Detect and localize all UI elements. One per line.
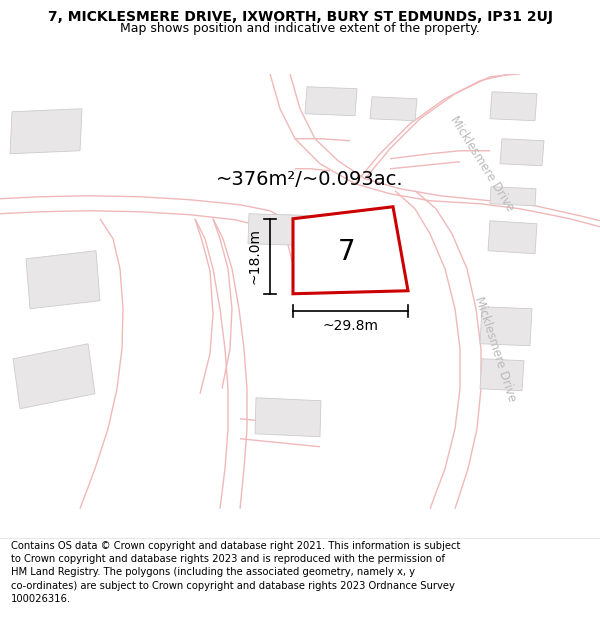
Text: Map shows position and indicative extent of the property.: Map shows position and indicative extent… [120,22,480,35]
Polygon shape [255,398,321,437]
Text: Micklesmere Drive: Micklesmere Drive [448,114,517,214]
Polygon shape [488,221,537,254]
Polygon shape [480,307,532,346]
Text: ~376m²/~0.093ac.: ~376m²/~0.093ac. [216,170,404,189]
Polygon shape [10,109,82,154]
Text: ~18.0m: ~18.0m [248,228,262,284]
Polygon shape [305,87,357,116]
Polygon shape [26,251,100,309]
Text: ~29.8m: ~29.8m [323,319,379,332]
Polygon shape [293,207,408,294]
Text: Contains OS data © Crown copyright and database right 2021. This information is : Contains OS data © Crown copyright and d… [11,541,460,604]
Polygon shape [248,214,356,247]
Text: Micklesmere Drive: Micklesmere Drive [472,294,518,403]
Text: 7, MICKLESMERE DRIVE, IXWORTH, BURY ST EDMUNDS, IP31 2UJ: 7, MICKLESMERE DRIVE, IXWORTH, BURY ST E… [47,10,553,24]
Polygon shape [370,97,417,121]
Text: 7: 7 [338,239,356,266]
Polygon shape [490,92,537,121]
Polygon shape [500,139,544,166]
Polygon shape [13,344,95,409]
Polygon shape [490,187,536,206]
Polygon shape [480,359,524,391]
